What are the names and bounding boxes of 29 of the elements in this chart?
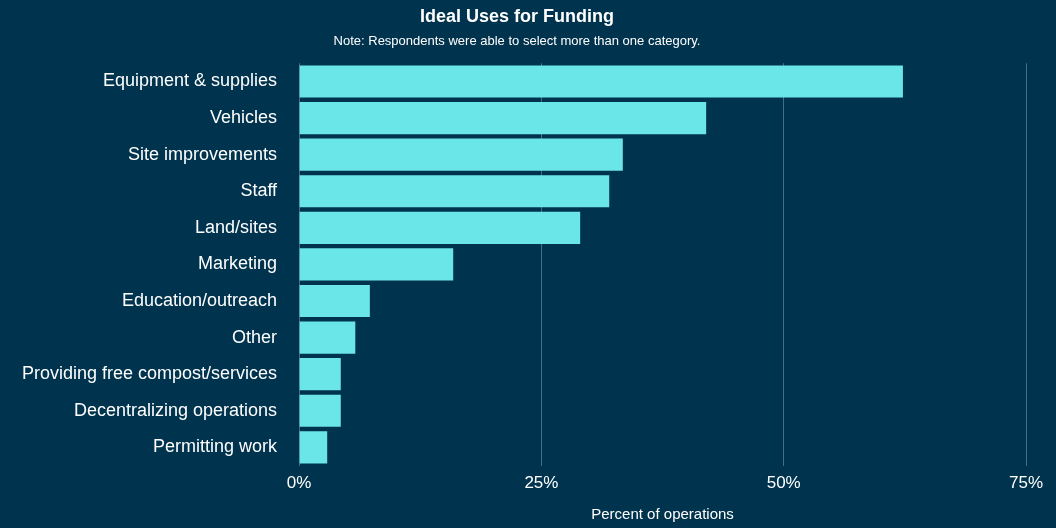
y-tick-label: Equipment & supplies (102, 70, 278, 91)
bar (299, 211, 581, 244)
y-tick-label: Education/outreach (121, 289, 278, 310)
chart-subtitle: Note: Respondents were able to select more than one category. (333, 32, 701, 48)
x-tick-label: 0% (286, 473, 312, 493)
x-axis-title: Percent of operations (591, 505, 734, 523)
y-tick-label: Decentralizing operations (73, 399, 278, 420)
bar (299, 65, 903, 98)
bar (299, 175, 610, 208)
y-tick-label: Vehicles (210, 107, 278, 128)
bar (299, 101, 707, 135)
y-tick-label: Land/sites (195, 216, 278, 237)
x-tick-label: 50% (766, 473, 801, 493)
y-tick-label: Site improvements (128, 143, 278, 164)
x-tick-label: 25% (524, 473, 559, 493)
y-tick-label: Staff (240, 180, 279, 201)
bar (299, 358, 341, 391)
bar (299, 321, 356, 354)
chart-title: Ideal Uses for Funding (419, 5, 615, 26)
y-tick-label: Permitting work (153, 436, 279, 457)
bar (299, 431, 328, 464)
bar (299, 138, 623, 171)
x-tick-label: 75% (1008, 473, 1044, 493)
bar (299, 394, 341, 427)
y-tick-label: Marketing (198, 253, 278, 274)
bar (299, 248, 454, 281)
y-tick-label: Other (232, 326, 278, 347)
bar (299, 284, 370, 318)
y-tick-label: Providing free compost/services (21, 363, 278, 384)
